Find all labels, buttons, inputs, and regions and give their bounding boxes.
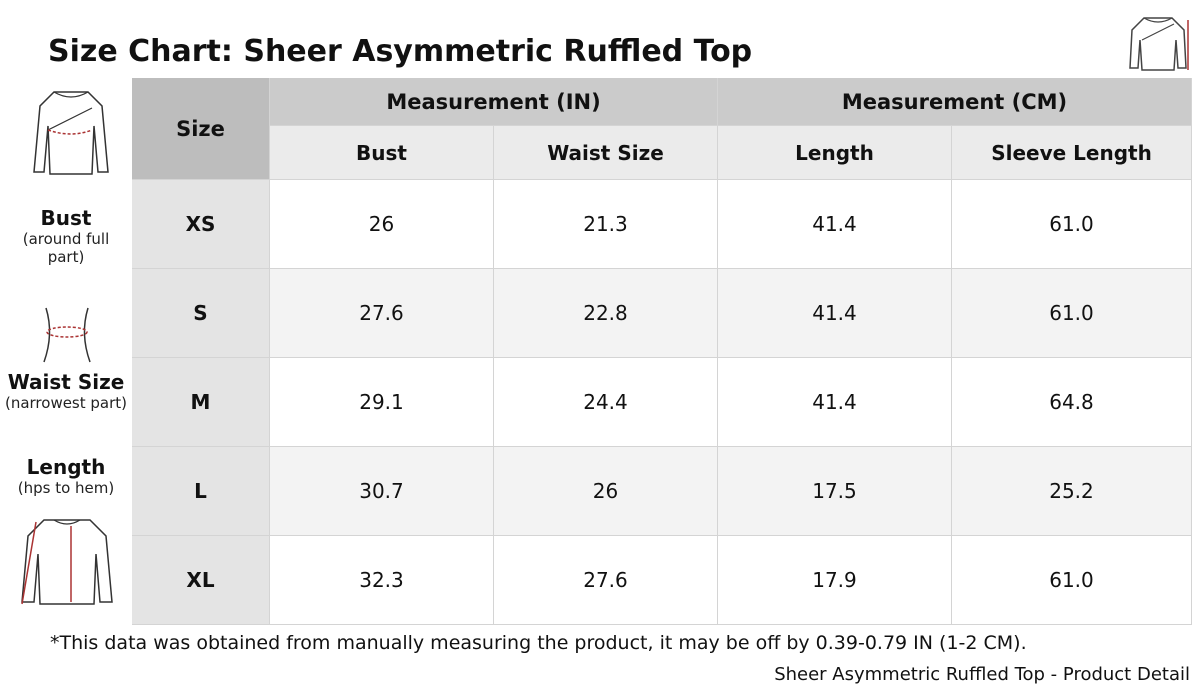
value-cell: 17.5 bbox=[718, 447, 952, 536]
title: Size Chart: Sheer Asymmetric Ruffled Top bbox=[48, 34, 753, 69]
group-header: Measurement (CM) bbox=[718, 78, 1192, 126]
value-cell: 41.4 bbox=[718, 358, 952, 447]
bust-icon bbox=[33, 91, 109, 175]
value-cell: 22.8 bbox=[494, 269, 718, 358]
guide-label: Length bbox=[26, 455, 106, 479]
column-header: Bust bbox=[270, 126, 494, 180]
caption: Sheer Asymmetric Ruffled Top - Product D… bbox=[774, 664, 1190, 685]
value-cell: 41.4 bbox=[718, 269, 952, 358]
value-cell: 64.8 bbox=[952, 358, 1192, 447]
group-header: Measurement (IN) bbox=[270, 78, 718, 126]
value-cell: 25.2 bbox=[952, 447, 1192, 536]
value-cell: 30.7 bbox=[270, 447, 494, 536]
length-icon bbox=[21, 519, 113, 605]
value-cell: 26 bbox=[494, 447, 718, 536]
value-cell: 27.6 bbox=[494, 536, 718, 625]
column-header: Sleeve Length bbox=[952, 126, 1192, 180]
value-cell: 61.0 bbox=[952, 269, 1192, 358]
value-cell: 21.3 bbox=[494, 180, 718, 269]
size-header: Size bbox=[132, 78, 270, 180]
footnote: *This data was obtained from manually me… bbox=[50, 632, 1027, 654]
guide-item: Waist Size (narrowest part) bbox=[0, 370, 132, 412]
size-cell: L bbox=[132, 447, 270, 536]
column-header: Waist Size bbox=[494, 126, 718, 180]
value-cell: 29.1 bbox=[270, 358, 494, 447]
value-cell: 17.9 bbox=[718, 536, 952, 625]
guide-note: (around full part) bbox=[22, 230, 110, 266]
size-cell: M bbox=[132, 358, 270, 447]
value-cell: 61.0 bbox=[952, 180, 1192, 269]
value-cell: 32.3 bbox=[270, 536, 494, 625]
column-header: Length bbox=[718, 126, 952, 180]
value-cell: 61.0 bbox=[952, 536, 1192, 625]
value-cell: 26 bbox=[270, 180, 494, 269]
guide-label: Waist Size bbox=[7, 370, 125, 394]
value-cell: 41.4 bbox=[718, 180, 952, 269]
size-cell: XS bbox=[132, 180, 270, 269]
guide-note: (hps to hem) bbox=[17, 479, 115, 497]
guide-note: (narrowest part) bbox=[4, 394, 128, 412]
top-icon bbox=[1129, 17, 1189, 71]
value-cell: 24.4 bbox=[494, 358, 718, 447]
size-cell: S bbox=[132, 269, 270, 358]
guide-label: Bust bbox=[40, 206, 92, 230]
waist-icon bbox=[43, 307, 91, 363]
value-cell: 27.6 bbox=[270, 269, 494, 358]
guide-item: Length (hps to hem) bbox=[0, 455, 132, 497]
size-cell: XL bbox=[132, 536, 270, 625]
guide-item: Bust (around full part) bbox=[0, 206, 132, 266]
